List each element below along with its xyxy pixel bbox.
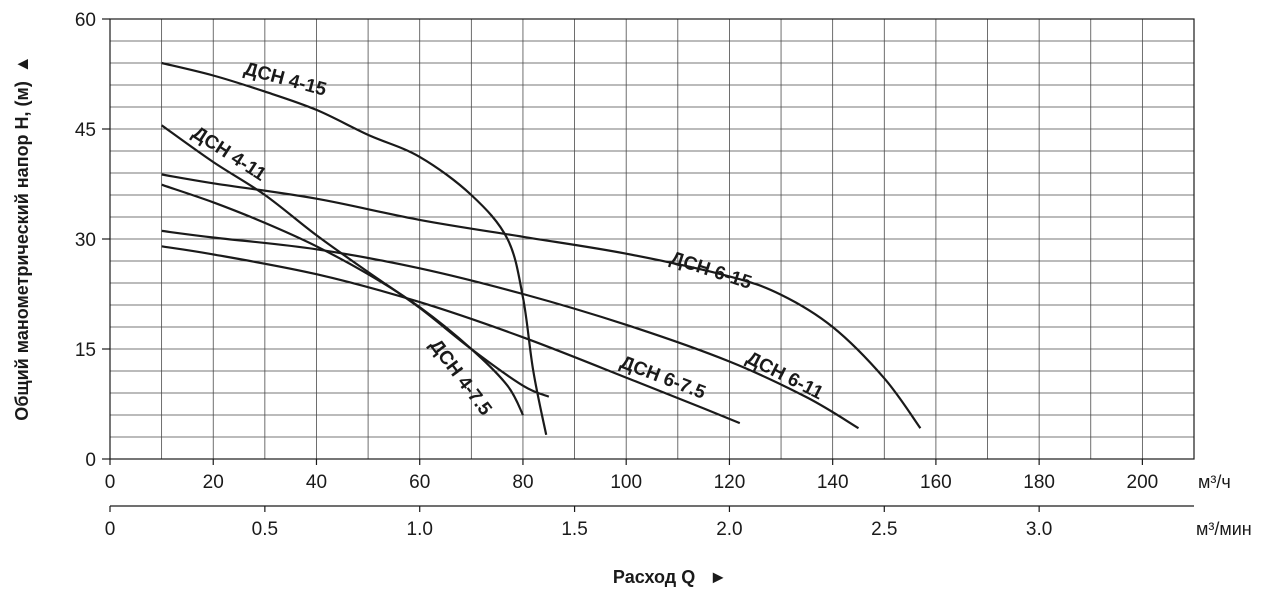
- series-label-0: ДСН 4-15: [242, 59, 329, 101]
- series-label-5: ДСН 6-7.5: [617, 352, 709, 404]
- x-tick-label: 100: [610, 472, 642, 493]
- x2-tick-label: 2.0: [716, 519, 742, 540]
- y-tick-label: 30: [75, 230, 96, 251]
- y-tick-label: 60: [75, 10, 96, 31]
- x2-tick-label: 0.5: [252, 519, 278, 540]
- series-label-3: ДСН 6-15: [667, 248, 754, 294]
- x2-tick-label: 0: [105, 519, 116, 540]
- x2-tick-label: 1.5: [561, 519, 587, 540]
- x2-tick-label: 1.0: [407, 519, 433, 540]
- x-tick-label: 120: [714, 472, 746, 493]
- grid: [110, 19, 1194, 459]
- x-tick-label: 200: [1127, 472, 1159, 493]
- series-line-1: [160, 124, 550, 398]
- x-tick-label: 0: [105, 472, 116, 493]
- series-line-0: [161, 61, 548, 436]
- y-axis: 0 15 30 45 60: [75, 10, 110, 471]
- y-tick-label: 15: [75, 340, 96, 361]
- x-axis-primary: 0 20 40 60 80 100 120 140 160 180 200 м³/ч: [105, 459, 1231, 493]
- x-secondary-unit: м³/мин: [1196, 519, 1252, 539]
- series-line-4: [161, 229, 860, 430]
- x-tick-label: 140: [817, 472, 849, 493]
- x-tick-label: 160: [920, 472, 952, 493]
- x-tick-label: 180: [1023, 472, 1055, 493]
- y-tick-label: 0: [85, 450, 96, 471]
- x-tick-label: 60: [409, 472, 430, 493]
- x-tick-label: 20: [203, 472, 224, 493]
- x2-tick-label: 3.0: [1026, 519, 1052, 540]
- x-primary-unit: м³/ч: [1198, 472, 1231, 492]
- x-tick-label: 80: [512, 472, 533, 493]
- y-tick-label: 45: [75, 120, 96, 141]
- series-line-5: [161, 245, 741, 425]
- series-line-3: [161, 173, 922, 429]
- x-axis-title: Расход Q ►: [613, 567, 727, 587]
- series-label-4: ДСН 6-11: [743, 348, 827, 405]
- series-label-2: ДСН 4-7.5: [425, 335, 496, 420]
- x2-tick-label: 2.5: [871, 519, 897, 540]
- series-line-2: [161, 183, 524, 416]
- x-tick-label: 40: [306, 472, 327, 493]
- y-axis-title: Общий манометрический напор H, (м)▲: [12, 55, 32, 420]
- curves: [160, 61, 922, 436]
- x-axis-secondary: 0 0.5 1.0 1.5 2.0 2.5 3.0 м³/мин: [105, 505, 1252, 540]
